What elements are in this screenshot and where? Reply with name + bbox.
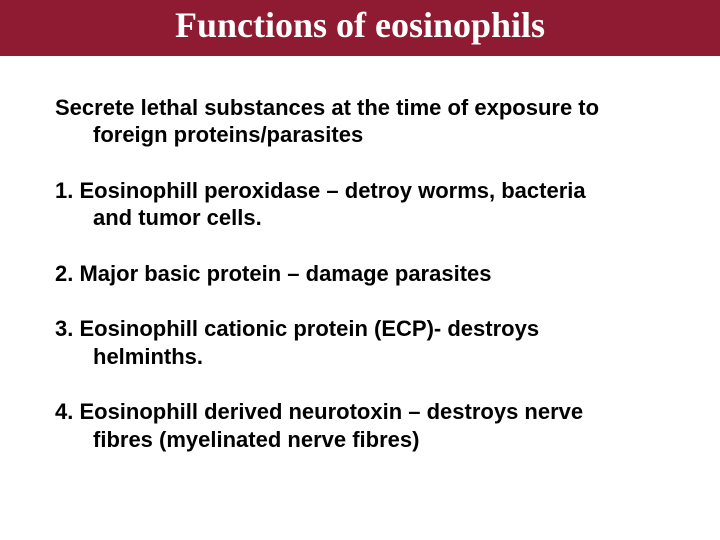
slide-title: Functions of eosinophils [0, 6, 720, 46]
item-line1: 4. Eosinophill derived neurotoxin – dest… [55, 399, 583, 424]
item-line2: fibres (myelinated nerve fibres) [55, 426, 665, 454]
list-item: 1. Eosinophill peroxidase – detroy worms… [55, 177, 665, 232]
item-line2: helminths. [55, 343, 665, 371]
intro-text: Secrete lethal substances at the time of… [55, 94, 665, 149]
slide: Functions of eosinophils Secrete lethal … [0, 0, 720, 540]
item-line1: 1. Eosinophill peroxidase – detroy worms… [55, 178, 586, 203]
content-area: Secrete lethal substances at the time of… [0, 56, 720, 454]
title-band: Functions of eosinophils [0, 0, 720, 56]
list-item: 2. Major basic protein – damage parasite… [55, 260, 665, 288]
list-item: 4. Eosinophill derived neurotoxin – dest… [55, 398, 665, 453]
intro-line1: Secrete lethal substances at the time of… [55, 95, 599, 120]
item-line1: 3. Eosinophill cationic protein (ECP)- d… [55, 316, 539, 341]
item-line2: and tumor cells. [55, 204, 665, 232]
intro-line2: foreign proteins/parasites [55, 121, 665, 149]
list-item: 3. Eosinophill cationic protein (ECP)- d… [55, 315, 665, 370]
item-line1: 2. Major basic protein – damage parasite… [55, 261, 492, 286]
